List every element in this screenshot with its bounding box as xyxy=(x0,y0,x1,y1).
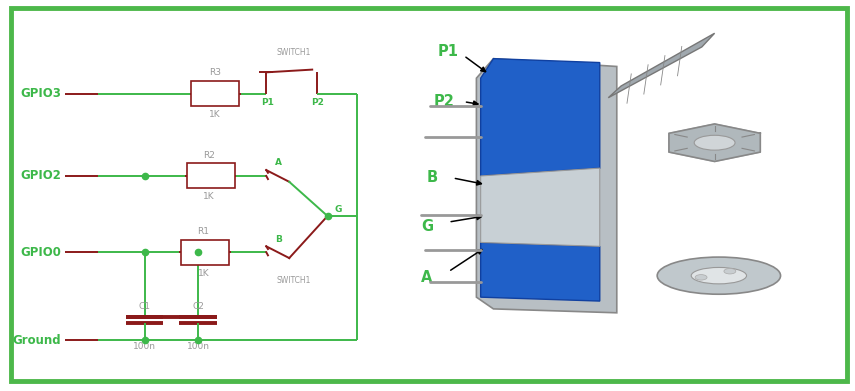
Text: R2: R2 xyxy=(203,151,215,160)
Polygon shape xyxy=(669,124,760,161)
Text: 100n: 100n xyxy=(133,342,156,351)
Text: 1K: 1K xyxy=(203,192,215,201)
Text: GPIO0: GPIO0 xyxy=(21,246,62,259)
Ellipse shape xyxy=(657,257,781,294)
Text: GPIO2: GPIO2 xyxy=(21,169,62,183)
Text: 1K: 1K xyxy=(198,269,209,278)
Text: G: G xyxy=(422,219,433,234)
Text: C1: C1 xyxy=(139,302,150,311)
Text: P1: P1 xyxy=(262,98,274,107)
Text: SWITCH1: SWITCH1 xyxy=(276,48,310,57)
Text: B: B xyxy=(274,235,281,244)
Ellipse shape xyxy=(691,267,746,284)
Text: R3: R3 xyxy=(209,68,221,77)
Text: Ground: Ground xyxy=(13,334,62,347)
Bar xyxy=(181,240,229,265)
Bar xyxy=(187,163,235,188)
Text: GPIO3: GPIO3 xyxy=(21,87,62,100)
Text: G: G xyxy=(334,205,342,214)
Polygon shape xyxy=(481,59,599,176)
Ellipse shape xyxy=(694,135,735,150)
Text: A: A xyxy=(422,270,433,285)
Text: P2: P2 xyxy=(311,98,324,107)
Text: 1K: 1K xyxy=(209,110,221,119)
Polygon shape xyxy=(608,33,715,98)
Circle shape xyxy=(695,274,707,280)
Polygon shape xyxy=(476,59,616,313)
Polygon shape xyxy=(481,242,599,301)
Text: P2: P2 xyxy=(433,94,455,109)
Bar xyxy=(192,81,239,106)
Text: P1: P1 xyxy=(438,44,459,59)
Circle shape xyxy=(724,269,736,274)
Text: C2: C2 xyxy=(192,302,204,311)
Text: R1: R1 xyxy=(198,227,209,236)
Text: B: B xyxy=(427,170,438,185)
Text: SWITCH1: SWITCH1 xyxy=(276,276,310,285)
Text: A: A xyxy=(274,158,282,167)
Text: 100n: 100n xyxy=(186,342,209,351)
Polygon shape xyxy=(481,168,599,246)
